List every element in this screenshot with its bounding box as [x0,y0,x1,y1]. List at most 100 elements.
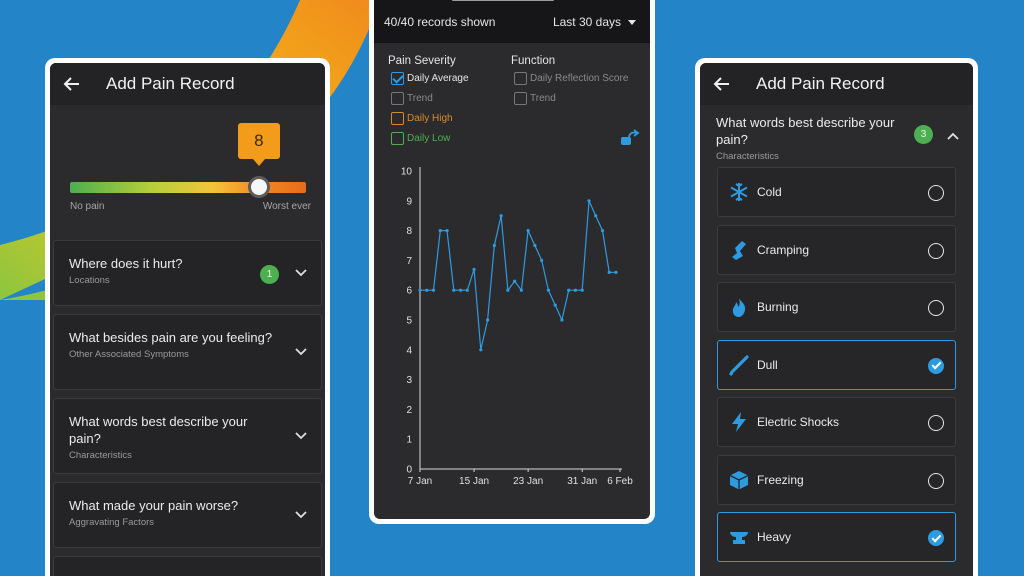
y-tick-label: 9 [406,196,412,207]
y-tick-label: 0 [406,465,412,476]
chevron-down-icon[interactable] [295,348,307,356]
x-tick-label: 7 Jan [408,476,432,487]
radio[interactable] [928,415,944,431]
legend-label: Daily High [407,113,453,124]
data-point [445,229,449,233]
chevron-down-icon[interactable] [295,269,307,277]
section-aggravating-factors[interactable]: What made your pain worse? Aggravating F… [53,482,322,548]
data-point [499,214,503,218]
data-point [607,270,611,274]
legend-label: Daily Average [407,73,469,84]
data-point [472,267,476,271]
series-line [420,200,616,350]
data-point [614,270,618,274]
ice-cube-icon [729,470,749,489]
section-subtitle: Aggravating Factors [69,517,155,528]
radio[interactable] [928,185,944,201]
radio-checked[interactable] [928,530,944,546]
checkbox[interactable] [391,132,404,145]
radio[interactable] [928,472,944,489]
data-point [580,288,584,292]
radio[interactable] [928,300,944,316]
data-point [479,348,483,352]
data-point [431,288,436,292]
option-dull[interactable]: Dull [717,339,956,390]
data-point [540,258,544,262]
legend-item[interactable]: Daily Reflection Score [514,72,628,85]
data-point [560,318,564,322]
section-other-symptoms[interactable]: What besides pain are you feeling? Other… [53,314,322,390]
data-point [458,288,463,292]
option-freezing[interactable]: Freezing [717,454,956,505]
left-screen: Add Pain Record 8 No pain Worst ever Whe… [50,63,325,576]
checkbox[interactable] [391,112,404,125]
data-point [600,229,605,233]
data-point [519,288,523,292]
records-header: 40/40 records shown Last 30 days [374,0,650,43]
option-label: Cold [757,185,782,199]
back-arrow-icon[interactable] [712,74,732,94]
option-cold[interactable]: Cold [717,167,956,217]
legend-label: Trend [530,93,556,104]
y-tick-label: 6 [406,286,412,297]
y-tick-label: 5 [406,316,412,327]
section-locations[interactable]: Where does it hurt? Locations 1 [53,240,322,306]
legend-item[interactable]: Trend [391,92,433,105]
data-point [485,318,490,322]
pain-slider[interactable]: 8 No pain Worst ever [50,105,325,240]
section-title: What made your pain worse? [69,498,239,513]
section-subtitle: Locations [69,275,110,286]
section-subtitle: Characteristics [716,151,779,162]
back-arrow-icon[interactable] [62,74,82,94]
data-point [438,229,442,233]
checkbox[interactable] [391,92,404,105]
y-tick-label: 8 [406,226,412,237]
y-tick-label: 3 [406,375,412,386]
option-cramping[interactable]: Cramping [717,224,956,275]
option-label: Freezing [757,472,804,487]
slider-thumb[interactable] [247,176,270,198]
checkbox[interactable] [514,92,527,105]
left-page-title: Add Pain Record [106,74,235,93]
pain-chart: 0 1 2 3 4 5 6 7 8 9 10 7 Jan 15 Jan 23 Jan 31 Jan 6 Feb [401,167,633,488]
option-heavy[interactable]: Heavy [717,512,956,562]
range-dropdown[interactable]: Last 30 days [553,15,636,29]
right-page-title: Add Pain Record [756,74,885,93]
checkbox[interactable] [514,72,527,85]
right-phone: Add Pain Record What words best describe… [695,58,978,576]
legend-item[interactable]: Daily High [391,112,453,125]
share-export-icon[interactable] [620,129,640,147]
slider-track[interactable] [70,182,306,193]
radio-checked[interactable] [928,357,944,374]
chevron-down-icon[interactable] [295,432,307,440]
section-next-partial[interactable] [53,556,322,576]
radio[interactable] [928,242,944,259]
section-title: What words best describe your pain? [69,414,248,446]
legend-item[interactable]: Daily Average [391,72,469,85]
legend-function-title: Function [511,55,556,67]
option-label: Dull [757,357,778,372]
y-tick-label: 7 [406,256,412,267]
checkbox-checked[interactable] [391,72,404,85]
x-tick-label: 23 Jan [513,476,543,487]
middle-screen: 40/40 records shown Last 30 days Pain Se… [374,0,650,519]
chevron-down-icon[interactable] [295,511,307,519]
option-electric-shocks[interactable]: Electric Shocks [717,397,956,447]
section-title: What besides pain are you feeling? [69,330,273,345]
option-burning[interactable]: Burning [717,282,956,332]
sheet-handle[interactable] [452,0,554,1]
flame-icon [732,298,746,317]
legend-label: Daily Low [407,133,451,144]
data-point [594,214,598,218]
y-tick-label: 1 [406,435,412,446]
chevron-up-icon[interactable] [947,132,959,140]
y-tick-label: 2 [406,405,412,416]
section-characteristics-expanded[interactable]: What words best describe your pain? Char… [700,105,973,167]
data-point [492,243,496,248]
section-title: What words best describe your pain? [716,115,895,147]
legend-item[interactable]: Daily Low [391,132,450,145]
legend-item[interactable]: Trend [514,92,556,105]
data-point [425,288,429,292]
y-tick-label: 4 [406,345,412,356]
section-characteristics[interactable]: What words best describe your pain? Char… [53,398,322,474]
